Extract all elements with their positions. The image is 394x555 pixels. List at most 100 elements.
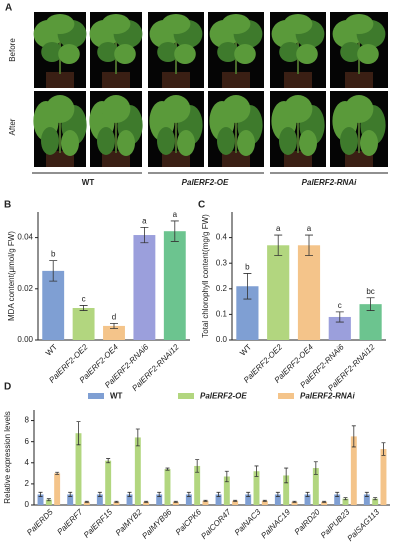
bar <box>245 494 252 505</box>
bar <box>202 500 209 505</box>
x-tick-label: PalRD20 <box>293 507 322 536</box>
bar <box>261 500 268 505</box>
leaf <box>161 14 191 34</box>
x-tick-label: PalCOR47 <box>199 507 233 541</box>
leaf <box>45 14 75 34</box>
leaf <box>344 14 374 34</box>
legend-swatch <box>178 393 194 399</box>
y-tick-label: 2 <box>25 479 30 488</box>
stem <box>175 111 177 153</box>
error-bar <box>373 497 378 501</box>
error-bar <box>305 234 313 256</box>
error-bar <box>203 499 208 502</box>
bar <box>342 498 349 505</box>
group-label: WT <box>82 178 95 187</box>
error-bar <box>233 499 238 502</box>
bar <box>297 245 321 340</box>
leaf <box>340 42 362 62</box>
y-tick-label: 4 <box>25 458 30 467</box>
bar <box>232 500 239 505</box>
panel-label: A <box>5 3 12 14</box>
bar <box>172 501 179 505</box>
bar <box>321 501 328 505</box>
bar <box>223 476 230 505</box>
y-tick-label: 0 <box>25 500 30 509</box>
stem <box>59 111 61 153</box>
error-bar <box>292 500 297 503</box>
error-bar <box>364 491 369 497</box>
leaf <box>221 14 251 34</box>
significance-letter: bc <box>366 287 374 296</box>
error-bar <box>381 442 386 456</box>
leaf <box>234 44 256 64</box>
leaf <box>283 95 313 123</box>
error-bar <box>254 465 259 477</box>
y-tick-label: 8 <box>25 416 30 425</box>
leaf <box>237 130 255 156</box>
y-axis-label: Relative expression levels <box>3 411 12 504</box>
x-tick-label: WT <box>238 342 253 357</box>
error-bar <box>106 458 111 464</box>
bar <box>350 436 357 505</box>
significance-letter: a <box>276 224 281 233</box>
x-tick-label: PalMYB96 <box>140 507 173 540</box>
bar <box>372 498 379 505</box>
bar <box>133 235 156 340</box>
bar <box>72 308 95 340</box>
bar <box>194 465 201 505</box>
pot <box>102 72 130 88</box>
panel-label: B <box>4 200 11 211</box>
error-bar <box>335 311 344 323</box>
leaf <box>101 14 131 34</box>
group-label: PalERF2-OE <box>182 178 229 187</box>
bar <box>45 499 52 505</box>
leaf <box>117 130 135 156</box>
error-bar <box>127 491 132 497</box>
bar <box>334 494 341 505</box>
error-bar <box>351 425 356 448</box>
error-bar <box>110 322 118 329</box>
error-bar <box>114 500 119 503</box>
bar <box>267 245 290 340</box>
bar <box>126 494 133 505</box>
bar <box>113 501 120 505</box>
error-bar <box>366 297 375 311</box>
x-tick-label: PalCPK6 <box>174 507 204 537</box>
y-tick-label: 0.4 <box>216 233 228 242</box>
significance-letter: b <box>245 263 250 272</box>
error-bar <box>144 500 149 503</box>
leaf <box>101 95 131 123</box>
leaf <box>279 127 297 155</box>
leaf <box>157 127 175 155</box>
error-bar <box>79 305 88 311</box>
significance-letter: d <box>112 312 116 321</box>
bar <box>328 316 351 340</box>
pot <box>345 72 373 88</box>
bar <box>253 471 260 505</box>
legend-swatch <box>278 393 294 399</box>
pot <box>46 72 74 88</box>
leaf <box>174 44 196 64</box>
bar <box>105 460 112 505</box>
error-bar <box>313 461 318 475</box>
leaf <box>221 95 251 123</box>
bar <box>363 494 370 505</box>
leaf <box>279 42 301 62</box>
y-tick-label: 0.3 <box>216 258 228 267</box>
bar <box>236 286 259 340</box>
significance-letter: b <box>51 250 56 259</box>
stem <box>297 111 299 153</box>
y-tick-label: 0.04 <box>17 233 33 242</box>
bar <box>54 473 61 505</box>
error-bar <box>216 491 221 497</box>
panel-label: C <box>198 200 205 211</box>
error-bar <box>275 491 280 497</box>
error-bar <box>335 491 340 497</box>
leaf <box>283 14 313 34</box>
significance-letter: a <box>173 210 178 219</box>
x-tick-label: PalERF7 <box>55 507 84 536</box>
leaf <box>299 130 317 156</box>
error-bar <box>84 500 89 503</box>
significance-letter: a <box>307 224 312 233</box>
